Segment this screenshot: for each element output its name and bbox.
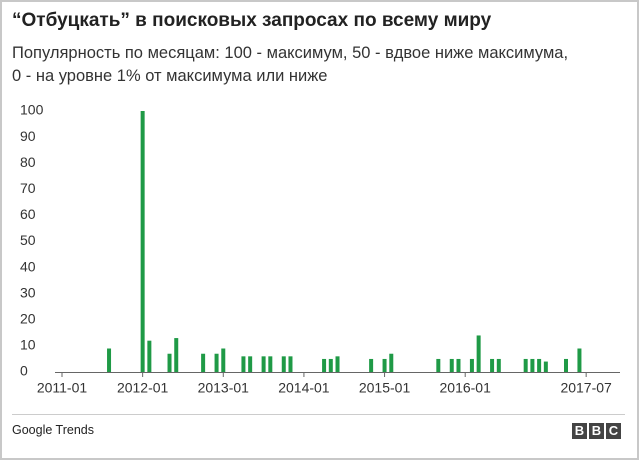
bar [490, 358, 495, 372]
x-tick-label: 2017-07 [560, 380, 612, 396]
bar [537, 358, 542, 372]
chart-title: “Отбуцкать” в поисковых запросах по всем… [12, 10, 492, 31]
bar [436, 358, 441, 372]
y-tick-label: 40 [20, 258, 36, 274]
bar [496, 358, 501, 372]
y-tick-label: 80 [20, 154, 36, 170]
bar [268, 356, 273, 372]
bar [281, 356, 286, 372]
bar [469, 358, 474, 372]
bar [322, 358, 327, 372]
bar [382, 358, 387, 372]
bar [201, 353, 206, 372]
bar [449, 358, 454, 372]
bar [389, 353, 394, 372]
bar [564, 358, 568, 372]
x-tick-label: 2011-01 [37, 380, 88, 396]
bar [456, 358, 461, 372]
bar [174, 338, 179, 372]
logo: B B C [572, 423, 621, 439]
y-tick-label: 30 [20, 284, 36, 300]
bar [523, 358, 528, 372]
y-tick-label: 70 [20, 180, 36, 196]
bar [248, 356, 253, 372]
chart: 0 10 20 30 40 50 60 70 80 90 100 2011-01 2012-01 2013… [20, 102, 620, 396]
bar [328, 358, 333, 372]
x-tick-label: 2014-01 [278, 380, 330, 396]
bar [167, 353, 172, 372]
bar [335, 356, 340, 372]
bar [530, 358, 535, 372]
bar [543, 361, 548, 372]
bar [288, 356, 293, 372]
bar [107, 348, 112, 372]
x-tick-label: 2013-01 [198, 380, 250, 396]
x-tick-label: 2016-01 [440, 380, 492, 396]
bar [140, 111, 145, 372]
bar [241, 356, 246, 372]
y-tick-label: 10 [20, 337, 36, 353]
y-tick-label: 50 [20, 232, 36, 248]
bar [221, 348, 226, 372]
x-tick-label: 2012-01 [117, 380, 169, 396]
logo-letter: C [606, 423, 621, 439]
bar [369, 358, 374, 372]
y-tick-label: 20 [20, 311, 36, 327]
bar [577, 348, 582, 372]
source: Google Trends [12, 423, 94, 437]
y-tick-label: 0 [20, 363, 28, 379]
logo-letter: B [589, 423, 604, 439]
y-tick-label: 100 [20, 102, 44, 118]
bar [214, 353, 219, 372]
chart-subtitle: Популярность по месяцам: 100 - максимум,… [12, 44, 569, 85]
logo-letter: B [572, 423, 587, 439]
x-tick-label: 2015-01 [359, 380, 411, 396]
y-tick-label: 90 [20, 128, 36, 144]
footer-rule [12, 414, 625, 415]
y-tick-label: 60 [20, 206, 36, 222]
bar [147, 340, 152, 372]
bar [261, 356, 266, 372]
bar [476, 335, 481, 372]
